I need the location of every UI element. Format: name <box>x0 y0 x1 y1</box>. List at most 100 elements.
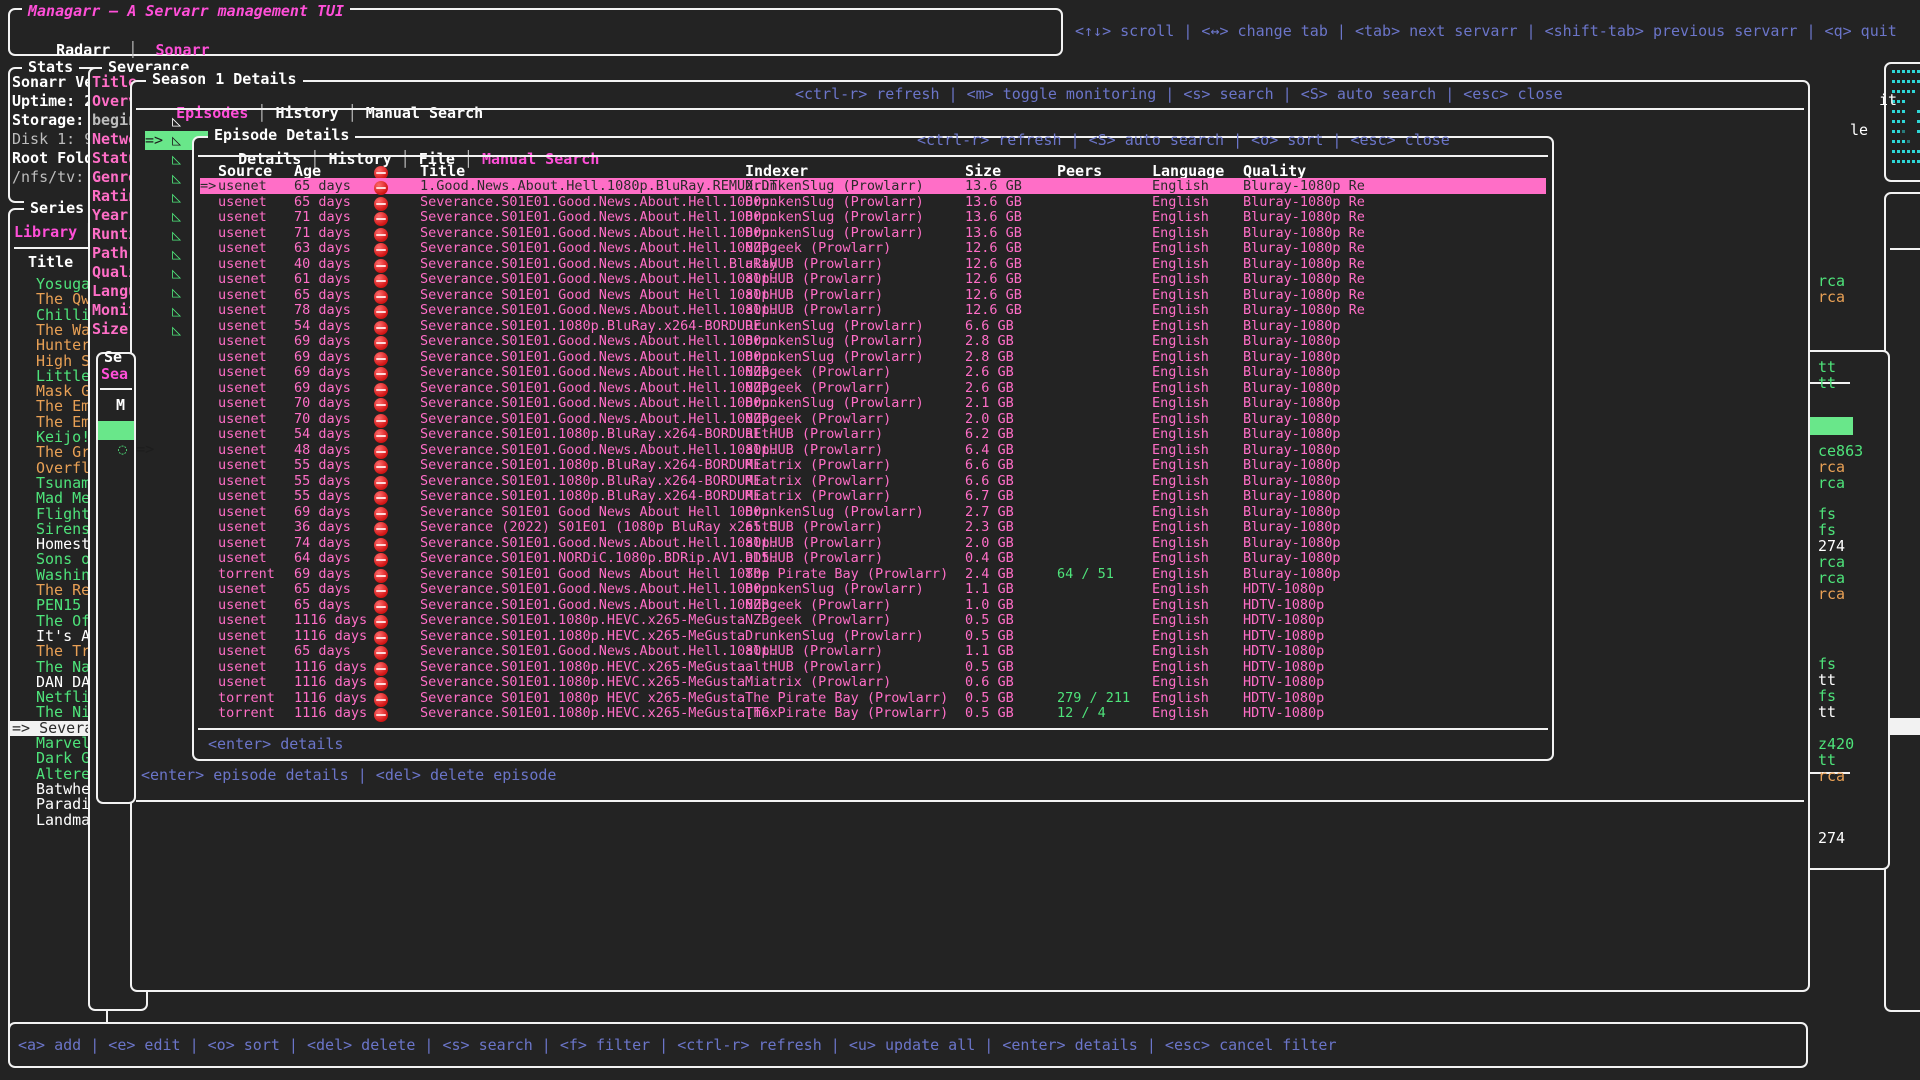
series-list-item[interactable]: Altered <box>36 764 100 783</box>
series-list-item[interactable]: Yosuga <box>36 275 91 293</box>
series-list-item[interactable]: Marvel' <box>36 734 100 752</box>
cell-quality: Bluray-1080p Re <box>1243 286 1365 303</box>
cell-source: usenet <box>218 224 267 241</box>
rejected-icon <box>374 568 388 583</box>
series-list-item[interactable]: => Severan <box>10 720 106 736</box>
monitored-icon[interactable]: ◺ <box>172 245 182 263</box>
monitored-icon[interactable]: ◺ <box>172 169 182 187</box>
tab-episode-history[interactable]: History <box>328 150 392 168</box>
series-list-item[interactable]: Tsunami <box>36 473 100 492</box>
col-header-size[interactable]: Size <box>965 162 1002 180</box>
monitored-icon[interactable]: ◺ <box>172 112 182 130</box>
episode-detail-tabs[interactable]: Details │ History │ File │ Manual Search <box>238 150 600 168</box>
tab-sonarr[interactable]: Sonarr <box>155 41 210 59</box>
tab-season-manual-search[interactable]: Manual Search <box>365 104 484 122</box>
series-tab-library[interactable]: Library <box>14 223 78 241</box>
episode-row[interactable]: ◺ <box>145 302 215 321</box>
rejected-icon <box>374 599 388 614</box>
cell-title: Severance.S01E01.Good.News.About.Hell.10… <box>420 348 778 365</box>
episode-row[interactable]: ◺ <box>145 112 215 131</box>
col-header-source[interactable]: Source <box>218 162 273 180</box>
cell-size: 6.6 GB <box>965 457 1014 473</box>
col-header-peers[interactable]: Peers <box>1057 162 1103 180</box>
series-list-item[interactable]: Landman <box>36 810 100 829</box>
rejected-icon <box>374 692 388 707</box>
series-list-item[interactable]: Flight <box>36 504 91 523</box>
series-list-item[interactable]: Netflix <box>36 688 100 707</box>
episode-details-panel <box>192 136 1554 761</box>
cell-title: Severance.S01E01.Good.News.About.Hell.10… <box>420 364 778 380</box>
series-list-item[interactable]: Little <box>36 366 91 385</box>
series-list-item[interactable]: Homeste <box>36 535 100 554</box>
cell-language: English <box>1152 519 1209 535</box>
rejected-icon <box>374 630 388 645</box>
episode-row[interactable]: ◺ <box>145 226 215 245</box>
col-header-indexer[interactable]: Indexer <box>745 162 809 180</box>
rejected-icon <box>374 460 388 474</box>
series-list-item[interactable]: Paradis <box>36 795 100 814</box>
small-panel-tab[interactable]: Sea <box>101 365 129 383</box>
cell-language: English <box>1152 426 1209 442</box>
cell-language: English <box>1152 472 1209 489</box>
cell-source: usenet <box>218 581 267 597</box>
tab-season-history[interactable]: History <box>275 104 339 122</box>
cell-age: 61 days <box>294 271 351 287</box>
col-header-quality[interactable]: Quality <box>1243 162 1307 180</box>
cell-title: Severance.S01E01.Good.News.About.Hell.10… <box>420 581 778 597</box>
episode-row[interactable]: ◺ <box>145 150 215 169</box>
series-list-item[interactable]: PEN15 <box>36 596 82 615</box>
cell-quality: Bluray-1080p <box>1243 410 1341 427</box>
episode-row[interactable]: ◺ <box>145 245 215 264</box>
tab-file[interactable]: File <box>418 150 455 168</box>
monitored-icon[interactable]: ◺ <box>172 321 182 339</box>
cell-title: Severance S01E01 Good News About Hell 10… <box>420 565 770 582</box>
tab-details[interactable]: Details <box>238 150 302 168</box>
monitored-icon[interactable]: ◺ <box>172 226 182 244</box>
series-list-item[interactable]: Chillin <box>36 305 100 324</box>
series-list-item[interactable]: Batwhee <box>36 779 100 798</box>
monitored-icon[interactable]: ◺ <box>172 188 182 206</box>
episode-details-divider <box>198 155 1548 157</box>
cell-indexer: DrunkenSlug (Prowlarr) <box>745 193 924 210</box>
episode-row[interactable]: ◺ <box>145 321 215 340</box>
col-header-title[interactable]: Title <box>420 162 466 180</box>
series-list-item[interactable]: Hunter <box>36 336 91 355</box>
cell-title: Severance.S01E01.1080p.HEVC.x265-MeGusta <box>420 612 746 628</box>
episode-row[interactable]: ◺ <box>145 169 215 188</box>
episode-row[interactable]: ◺ <box>145 264 215 283</box>
monitored-icon[interactable]: ◺ <box>172 283 182 301</box>
monitored-icon[interactable]: ◺ <box>172 150 182 168</box>
cell-title: Severance.S01E01.Good.News.About.Hell.10… <box>420 596 778 613</box>
series-list-item[interactable]: Keijo!! <box>36 428 100 446</box>
monitored-icon[interactable]: ◺ <box>172 131 182 149</box>
tab-manual-search[interactable]: Manual Search <box>481 150 600 168</box>
cell-age: 70 days <box>294 395 351 411</box>
episode-row[interactable]: ◺ <box>145 188 215 207</box>
cell-indexer: altHUB (Prowlarr) <box>745 286 884 303</box>
cell-quality: Bluray-1080p Re <box>1243 224 1365 241</box>
series-detail-field-label: Monit <box>92 301 138 319</box>
tab-radarr[interactable]: Radarr <box>56 41 111 59</box>
table-row[interactable] <box>200 178 1546 194</box>
cell-age: 69 days <box>294 348 351 365</box>
cell-title: Severance.S01E01.Good.News.About.Hell.Bl… <box>420 255 778 272</box>
series-list-item[interactable]: DAN DA <box>36 672 91 691</box>
episode-row[interactable]: ◺ <box>145 283 215 302</box>
small-panel-selected-row[interactable]: => <box>98 421 154 458</box>
col-header-age[interactable]: Age <box>294 162 322 180</box>
col-header-language[interactable]: Language <box>1152 162 1225 180</box>
rejected-icon <box>374 196 388 211</box>
series-list-item[interactable]: Sirens <box>36 519 91 538</box>
poster-dot <box>1907 90 1910 93</box>
monitored-icon[interactable]: ◺ <box>172 302 182 320</box>
cell-age: 1116 days <box>294 705 368 721</box>
episode-row[interactable]: ◺ <box>145 207 215 226</box>
monitored-icon[interactable]: ◺ <box>172 207 182 225</box>
cell-indexer: altHUB (Prowlarr) <box>745 302 884 318</box>
series-list-item[interactable]: Overflo <box>36 458 100 477</box>
cell-size: 6.2 GB <box>965 426 1014 442</box>
cell-source: usenet <box>218 612 267 628</box>
monitored-icon[interactable]: ◺ <box>172 264 182 282</box>
servarr-tabs[interactable]: Radarr │ Sonarr <box>56 41 210 59</box>
series-list-item[interactable]: Washing <box>36 565 100 584</box>
